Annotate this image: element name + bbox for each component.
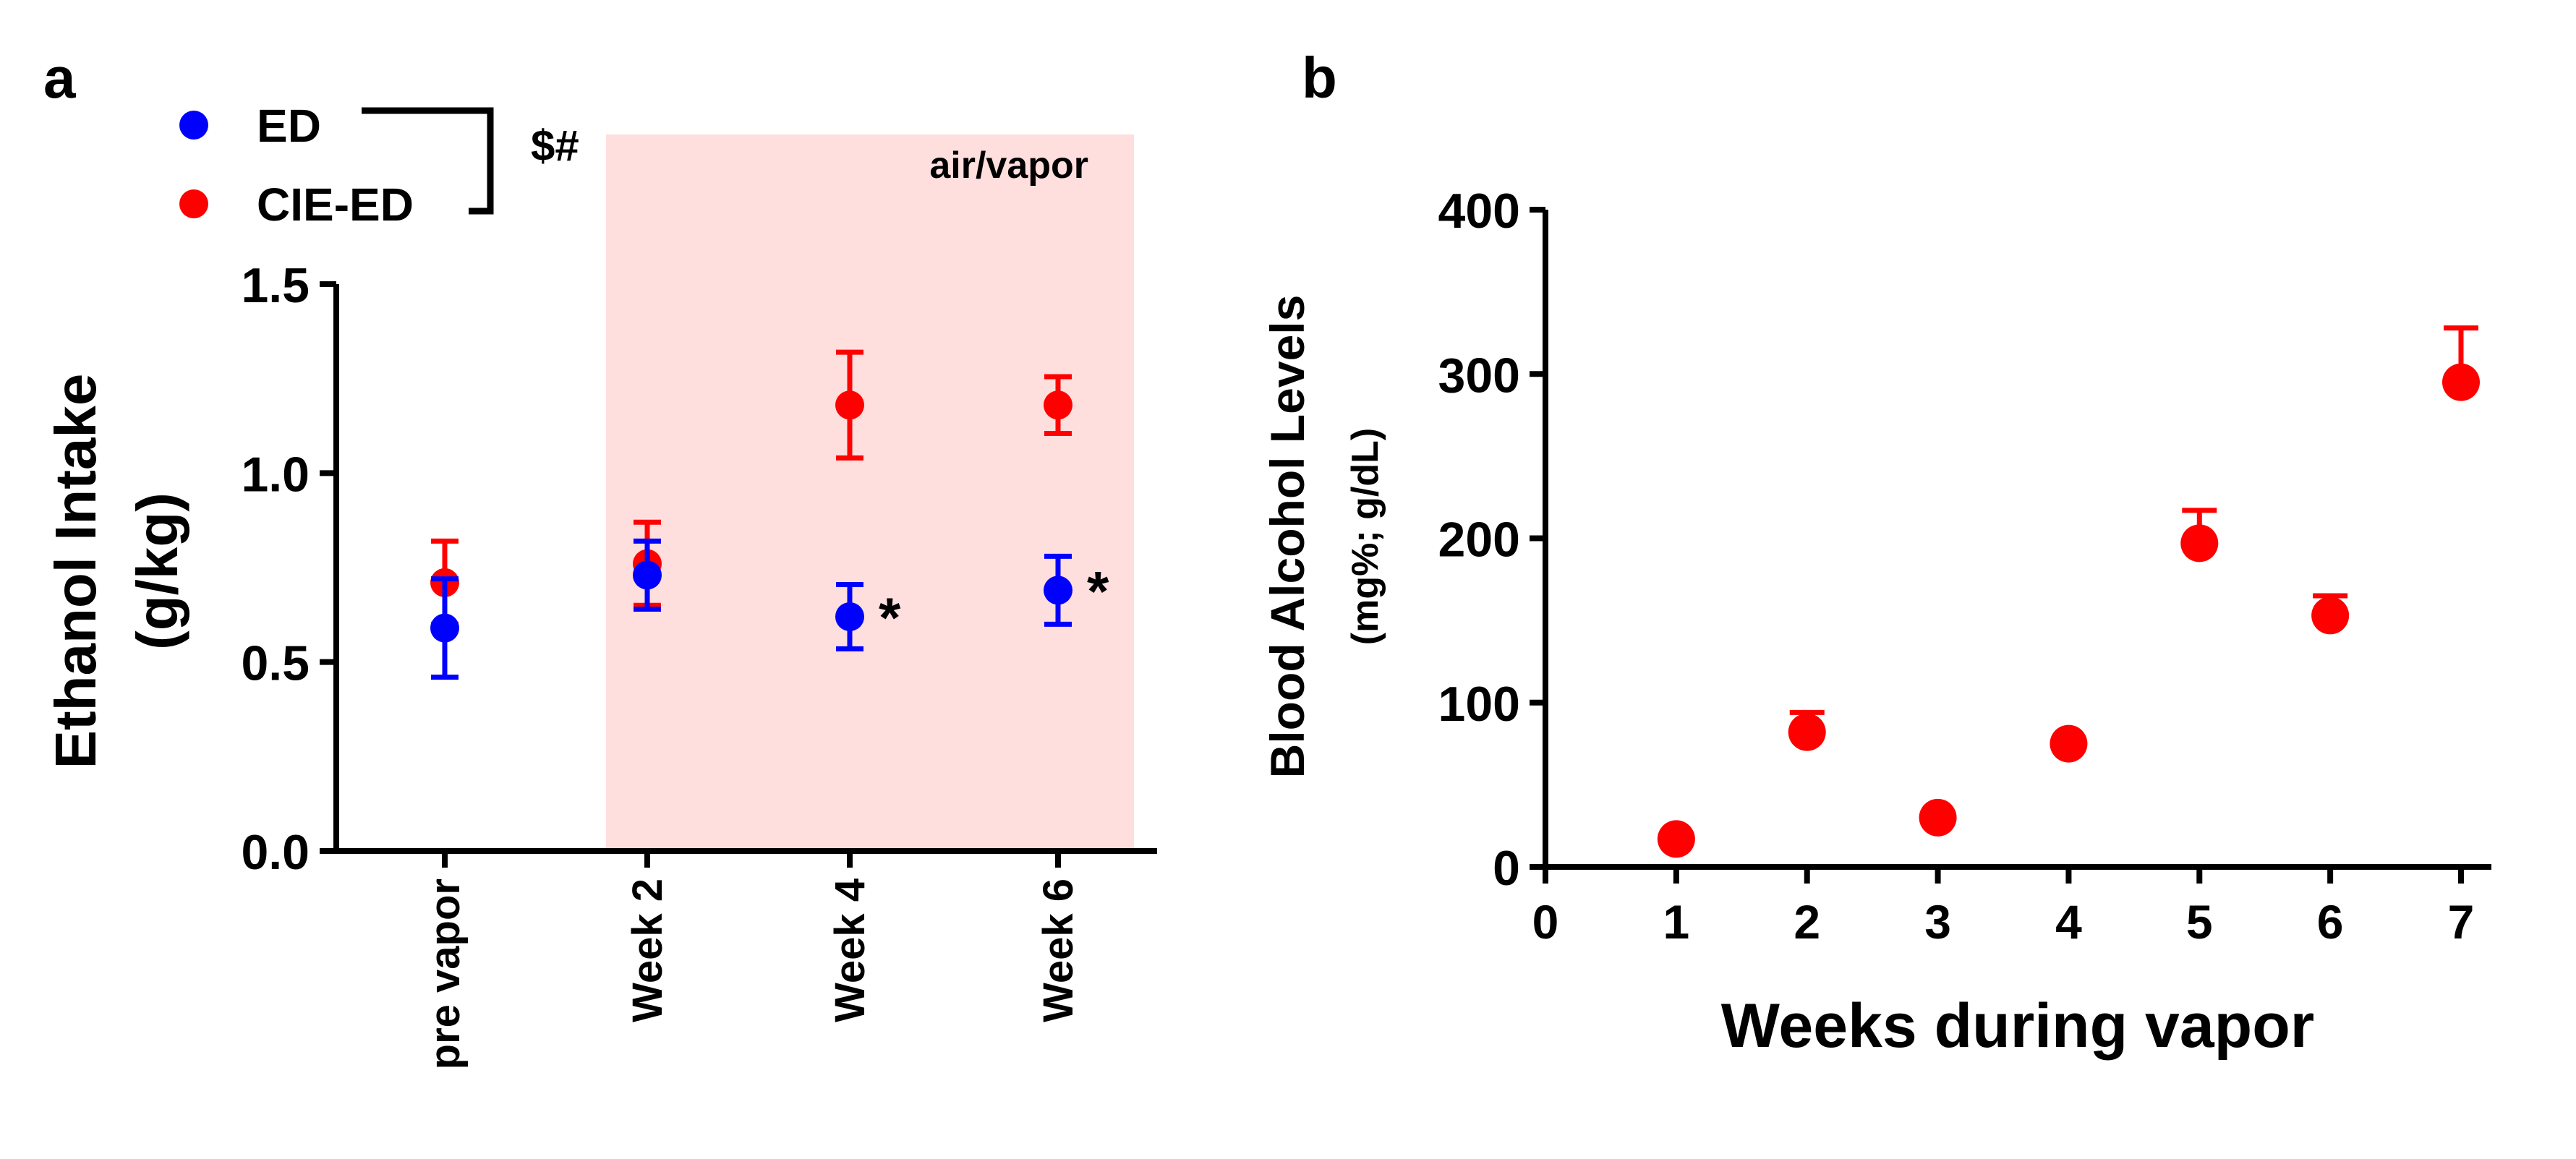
air-vapor-shaded-region	[606, 134, 1134, 850]
significance-star: *	[1087, 559, 1109, 623]
y-tick-label: 100	[1438, 677, 1520, 732]
x-tick-label: 1	[1663, 895, 1689, 949]
data-point	[2442, 363, 2480, 401]
y-axis-label: Blood Alcohol Levels	[1261, 295, 1314, 779]
significance-star: *	[879, 586, 901, 649]
x-tick-label: pre vapor	[422, 878, 469, 1069]
y-tick-label: 1.5	[241, 258, 310, 313]
y-tick-label: 300	[1438, 348, 1520, 403]
x-tick-label: Week 2	[624, 878, 671, 1022]
y-ticks: 0.0 0.5 1.0 1.5	[241, 258, 336, 880]
x-ticks: 0 1 2 3 4 5 6 7	[1532, 867, 2475, 949]
data-point	[2180, 524, 2219, 563]
panel-b: b 0 100 200 300 400 0 1 2 3 4 5 6 7 Blood Alcohol L…	[1261, 46, 2491, 1061]
air-vapor-label: air/vapor	[929, 145, 1088, 187]
x-tick-label: 0	[1532, 895, 1559, 949]
legend-marker-ed	[179, 111, 208, 140]
significance-symbol: $#	[531, 121, 579, 170]
data-point	[633, 560, 662, 590]
x-tick-label: Week 6	[1035, 878, 1082, 1022]
y-axis-label-units: (g/kg)	[125, 492, 189, 650]
data-point	[2311, 596, 2350, 635]
legend-label-cie-ed: CIE-ED	[257, 179, 414, 231]
panel-a: air/vapor a ED CIE-ED $# 0.0 0.5 1.0 1.5 pr…	[43, 46, 1157, 1069]
data-point	[835, 390, 864, 420]
x-tick-label: 7	[2448, 895, 2475, 949]
y-tick-label: 400	[1438, 184, 1520, 239]
y-tick-label: 0.0	[241, 825, 310, 880]
y-axis-label-units: (mg%; g/dL)	[1344, 428, 1386, 645]
x-tick-label: 6	[2317, 895, 2344, 949]
legend-label-ed: ED	[257, 100, 321, 152]
data-point	[430, 613, 459, 643]
legend: ED CIE-ED $#	[179, 100, 579, 231]
data-point	[1657, 820, 1695, 858]
y-axis-label: Ethanol Intake	[43, 374, 108, 769]
y-tick-label: 1.0	[241, 447, 310, 502]
legend-marker-cie-ed	[179, 189, 208, 218]
y-tick-label: 200	[1438, 513, 1520, 568]
data-point	[1788, 713, 1826, 751]
x-tick-label: 5	[2186, 895, 2213, 949]
y-axis: 0 100 200 300 400	[1438, 184, 1548, 896]
data-point	[1044, 576, 1072, 605]
x-tick-label: 2	[1794, 895, 1820, 949]
x-axis: pre vapor Week 2 Week 4 Week 6	[333, 848, 1157, 1069]
data-point	[835, 602, 864, 631]
data-marks: * *	[430, 349, 1109, 680]
data-point	[1919, 798, 1957, 837]
data-point	[2050, 724, 2088, 763]
x-ticks: pre vapor Week 2 Week 4 Week 6	[422, 851, 1082, 1069]
data-point	[1044, 390, 1072, 420]
x-axis-label: Weeks during vapor	[1721, 991, 2314, 1061]
y-axis: 0.0 0.5 1.0 1.5	[241, 258, 339, 880]
panel-b-label: b	[1302, 46, 1337, 110]
y-tick-label: 0.5	[241, 636, 310, 691]
x-tick-label: 4	[2055, 895, 2082, 949]
x-tick-label: Week 4	[827, 878, 874, 1022]
panel-a-label: a	[43, 46, 76, 110]
data-marks	[1657, 325, 2480, 858]
x-tick-label: 3	[1924, 895, 1951, 949]
significance-bracket	[362, 107, 494, 215]
y-ticks: 0 100 200 300 400	[1438, 184, 1545, 896]
x-axis: 0 1 2 3 4 5 6 7	[1532, 864, 2491, 949]
y-tick-label: 0	[1493, 841, 1520, 896]
